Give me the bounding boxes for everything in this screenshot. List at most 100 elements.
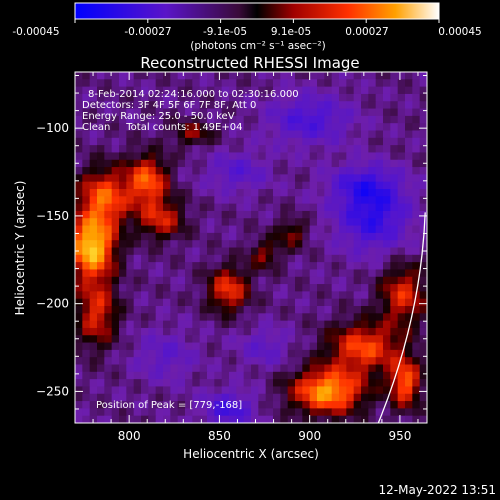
heatmap-cell	[207, 247, 215, 256]
heatmap-cell	[214, 101, 223, 110]
heatmap-cell	[243, 232, 252, 241]
heatmap-cell	[155, 393, 164, 402]
heatmap-cell	[126, 240, 135, 249]
heatmap-cell	[214, 79, 223, 88]
heatmap-cell	[221, 262, 230, 271]
heatmap-cell	[97, 181, 105, 190]
heatmap-cell	[405, 401, 413, 409]
heatmap-cell	[361, 379, 369, 388]
heatmap-cell	[119, 137, 127, 146]
heatmap-cell	[170, 379, 179, 388]
heatmap-cell	[251, 415, 259, 423]
heatmap-cell	[207, 306, 215, 314]
heatmap-cell	[280, 225, 289, 234]
heatmap-cell	[229, 137, 237, 146]
heatmap-cell	[111, 408, 120, 417]
heatmap-cell	[405, 159, 413, 168]
heatmap-cell	[346, 72, 355, 80]
heatmap-cell	[111, 393, 120, 402]
heatmap-cell	[324, 327, 333, 336]
heatmap-cell	[280, 393, 289, 402]
heatmap-cell	[170, 86, 179, 95]
heatmap-cell	[383, 189, 391, 197]
heatmap-cell	[170, 342, 179, 351]
heatmap-cell	[214, 247, 223, 256]
heatmap-cell	[397, 284, 406, 292]
heatmap-cell	[89, 291, 98, 300]
heatmap-cell	[221, 196, 230, 205]
heatmap-cell	[331, 232, 340, 241]
heatmap-cell	[185, 335, 193, 344]
heatmap-cell	[331, 203, 340, 212]
heatmap-cell	[339, 393, 347, 402]
heatmap-cell	[309, 101, 318, 110]
heatmap-cell	[75, 152, 83, 161]
heatmap-cell	[177, 393, 186, 402]
heatmap-cell	[192, 86, 201, 95]
heatmap-cell	[177, 284, 186, 292]
heatmap-cell	[133, 159, 142, 168]
heatmap-cell	[280, 386, 289, 395]
heatmap-cell	[126, 159, 135, 168]
heatmap-cell	[207, 342, 215, 351]
heatmap-cell	[207, 225, 215, 234]
heatmap-cell	[280, 152, 289, 161]
heatmap-cell	[419, 254, 427, 263]
heatmap-cell	[75, 189, 83, 197]
heatmap-cell	[192, 137, 201, 146]
heatmap-cell	[251, 123, 259, 132]
heatmap-cell	[192, 298, 201, 307]
heatmap-cell	[397, 401, 406, 409]
heatmap-cell	[412, 137, 421, 146]
heatmap-cell	[280, 342, 289, 351]
heatmap-cell	[317, 137, 325, 146]
heatmap-cell	[111, 181, 120, 190]
heatmap-cell	[243, 393, 252, 402]
heatmap-cell	[287, 167, 296, 175]
heatmap-cell	[361, 225, 369, 234]
heatmap-cell	[177, 364, 186, 373]
heatmap-cell	[353, 130, 362, 139]
heatmap-cell	[375, 115, 384, 124]
heatmap-cell	[295, 327, 303, 336]
heatmap-cell	[368, 327, 377, 336]
heatmap-cell	[243, 401, 252, 409]
heatmap-cell	[177, 145, 186, 154]
heatmap-cell	[155, 72, 164, 80]
heatmap-cell	[221, 225, 230, 234]
heatmap-cell	[199, 349, 208, 358]
heatmap-cell	[273, 137, 281, 146]
heatmap-cell	[141, 313, 149, 322]
heatmap-cell	[170, 225, 179, 234]
heatmap-cell	[104, 306, 113, 314]
heatmap-cell	[287, 247, 296, 256]
heatmap-cell	[214, 108, 223, 117]
heatmap-cell	[141, 335, 149, 344]
heatmap-cell	[317, 327, 325, 336]
heatmap-cell	[258, 291, 267, 300]
heatmap-cell	[265, 269, 274, 278]
heatmap-cell	[119, 203, 127, 212]
heatmap-cell	[104, 115, 113, 124]
heatmap-cell	[419, 401, 427, 409]
heatmap-cell	[339, 276, 347, 285]
heatmap-cell	[339, 86, 347, 95]
heatmap-cell	[331, 298, 340, 307]
heatmap-cell	[133, 364, 142, 373]
y-tick-label: −100	[36, 121, 69, 135]
heatmap-cell	[324, 335, 333, 344]
heatmap-cell	[331, 415, 340, 423]
heatmap-cell	[361, 189, 369, 197]
heatmap-cell	[383, 101, 391, 110]
heatmap-cell	[368, 379, 377, 388]
heatmap-cell	[383, 174, 391, 183]
heatmap-cell	[104, 181, 113, 190]
heatmap-cell	[214, 203, 223, 212]
heatmap-cell	[229, 320, 237, 329]
heatmap-cell	[133, 254, 142, 263]
heatmap-cell	[265, 262, 274, 271]
heatmap-cell	[251, 174, 259, 183]
heatmap-cell	[390, 349, 399, 358]
heatmap-cell	[97, 408, 105, 417]
heatmap-cell	[97, 79, 105, 88]
